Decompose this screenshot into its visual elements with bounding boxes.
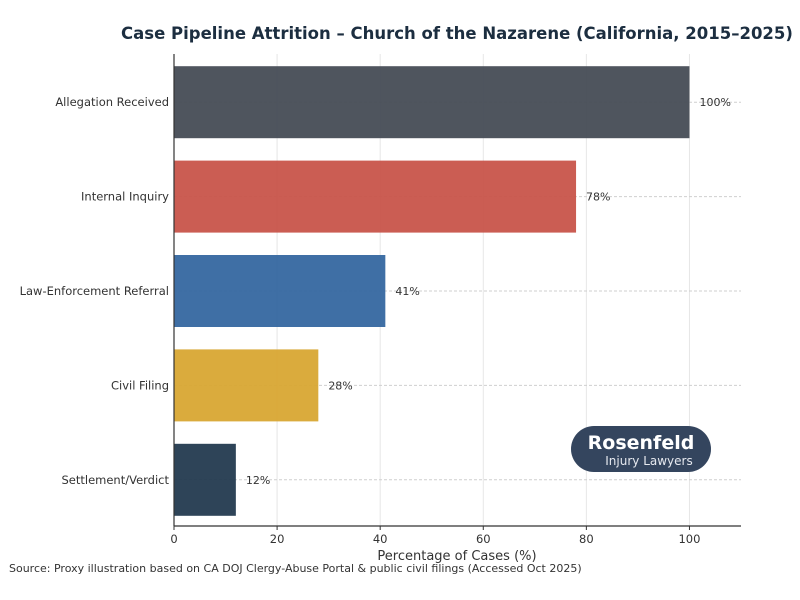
source-note: Source: Proxy illustration based on CA D…	[9, 562, 582, 575]
x-axis-label: Percentage of Cases (%)	[377, 549, 536, 564]
bar	[174, 349, 319, 422]
bar	[174, 160, 577, 233]
category-label: Internal Inquiry	[81, 190, 169, 204]
data-label: 28%	[328, 379, 352, 392]
category-label: Law-Enforcement Referral	[20, 284, 169, 298]
x-tick-label: 60	[476, 532, 491, 546]
bar	[174, 443, 236, 516]
category-label: Allegation Received	[55, 95, 169, 109]
bar	[174, 66, 690, 139]
category-label: Settlement/Verdict	[61, 473, 169, 487]
data-label: 100%	[699, 96, 730, 109]
svg-text:Rosenfeld: Rosenfeld	[588, 432, 695, 454]
logo: Rosenfeld Injury Lawyers	[571, 426, 711, 472]
x-tick-label: 100	[678, 532, 700, 546]
x-tick-label: 40	[373, 532, 388, 546]
svg-text:Injury Lawyers: Injury Lawyers	[605, 454, 692, 468]
bar	[174, 255, 386, 327]
chart-title: Case Pipeline Attrition – Church of the …	[121, 24, 793, 43]
category-label: Civil Filing	[111, 378, 169, 392]
data-label: 41%	[395, 285, 419, 298]
x-tick-label: 20	[270, 532, 285, 546]
data-label: 12%	[246, 474, 270, 487]
x-tick-label: 80	[579, 532, 594, 546]
x-tick-label: 0	[170, 532, 177, 546]
data-label: 78%	[586, 191, 610, 204]
